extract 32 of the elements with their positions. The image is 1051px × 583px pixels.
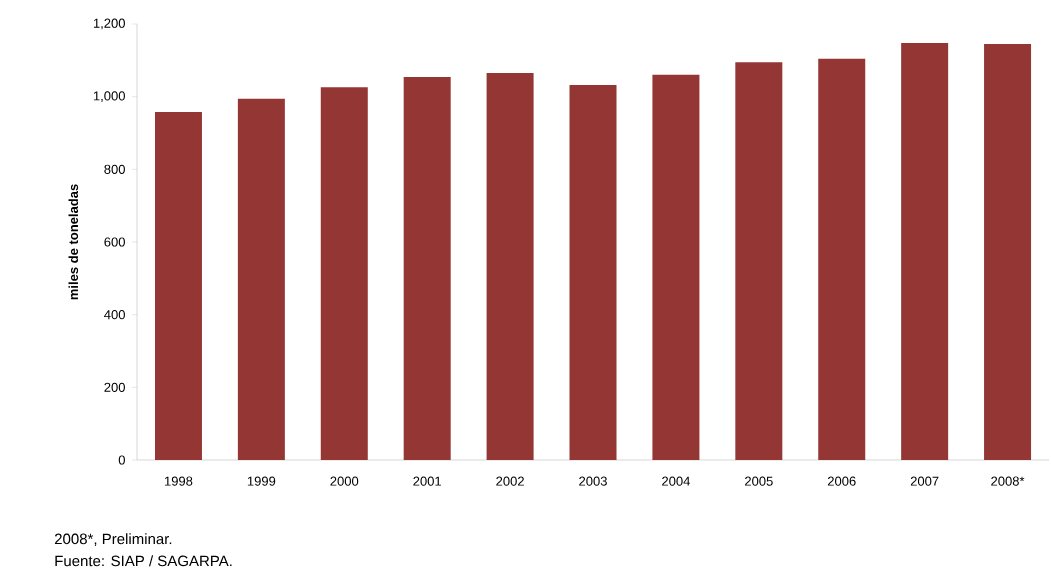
bar bbox=[818, 58, 866, 460]
y-tick-label: 1,200 bbox=[93, 18, 125, 30]
source-note: Fuente: SIAP / SAGARPA. bbox=[55, 555, 232, 567]
x-tick-label: 1999 bbox=[247, 476, 276, 486]
y-tick-label: 200 bbox=[104, 382, 125, 392]
x-tick-label: 2000 bbox=[330, 476, 359, 486]
x-tick-label: 2004 bbox=[662, 476, 690, 486]
x-tick-label: 2006 bbox=[827, 476, 856, 486]
y-axis-title: miles de toneladas bbox=[68, 184, 79, 300]
x-tick-label: 2007 bbox=[910, 476, 939, 486]
x-tick-label: 1998 bbox=[164, 476, 193, 486]
bar bbox=[486, 73, 534, 460]
bar bbox=[652, 74, 700, 460]
bar bbox=[901, 42, 949, 460]
y-tick-label: 400 bbox=[104, 310, 125, 320]
bar bbox=[569, 85, 617, 460]
bar bbox=[320, 87, 368, 460]
y-tick-label: 800 bbox=[104, 164, 125, 174]
x-tick-label: 2001 bbox=[413, 476, 442, 486]
bar bbox=[984, 43, 1032, 460]
x-tick-label: 2005 bbox=[745, 476, 773, 486]
y-tick-label: 0 bbox=[118, 455, 125, 465]
bar bbox=[154, 111, 202, 460]
y-tick-label: 600 bbox=[104, 237, 125, 247]
bar bbox=[735, 62, 783, 460]
x-tick-label: 2002 bbox=[496, 476, 524, 486]
y-tick-label: 1,000 bbox=[93, 91, 125, 103]
x-tick-label: 2003 bbox=[579, 476, 607, 486]
text: 2008*, Preliminar. bbox=[54, 533, 172, 546]
bar bbox=[403, 77, 451, 460]
x-tick-label: 2008* bbox=[991, 476, 1025, 486]
bar bbox=[237, 98, 285, 460]
